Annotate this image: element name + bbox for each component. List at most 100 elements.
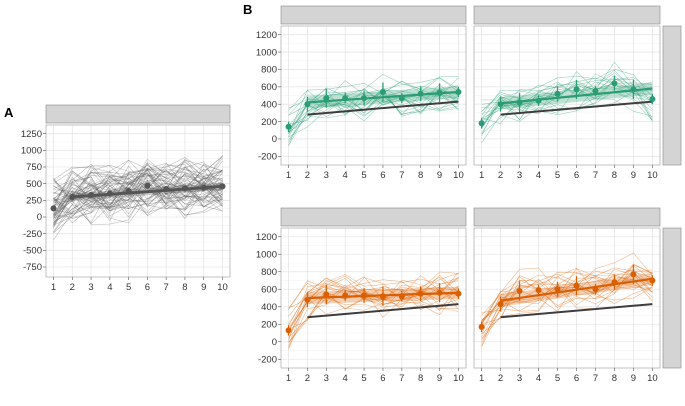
x-tick-label: 2 bbox=[498, 170, 503, 181]
participant-line bbox=[53, 169, 223, 228]
y-tick-label: 600 bbox=[261, 82, 277, 93]
y-tick-label: 600 bbox=[261, 284, 277, 295]
participant-line bbox=[288, 95, 459, 126]
y-tick-label: 1000 bbox=[256, 47, 277, 58]
panel-b-label: B bbox=[243, 2, 252, 17]
mean-point bbox=[50, 205, 57, 212]
mean-point bbox=[436, 289, 443, 296]
participant-line bbox=[481, 82, 653, 134]
participant-line bbox=[53, 161, 223, 209]
mean-point bbox=[516, 99, 523, 106]
mean-point bbox=[649, 95, 656, 102]
y-tick-label: 400 bbox=[261, 302, 277, 313]
participant-line bbox=[481, 84, 653, 123]
participant-line bbox=[481, 273, 653, 322]
x-tick-label: 2 bbox=[305, 170, 310, 181]
mean-point bbox=[497, 101, 504, 108]
chart-panel-B-six-one: 1 2 3 4 5 6 7 8 9 10 bbox=[473, 207, 682, 384]
y-tick-label: -200 bbox=[258, 354, 277, 365]
x-tick-label: 4 bbox=[343, 373, 348, 384]
participant-line bbox=[288, 287, 459, 330]
participant-line bbox=[481, 85, 653, 135]
participant-line bbox=[288, 89, 459, 134]
participant-line bbox=[53, 156, 223, 198]
x-tick-label: 10 bbox=[453, 170, 464, 181]
x-tick-label: 5 bbox=[361, 170, 366, 181]
participant-line bbox=[53, 158, 223, 200]
participant-line bbox=[481, 265, 653, 324]
mean-point bbox=[144, 182, 151, 189]
x-tick-label: 3 bbox=[517, 373, 522, 384]
baseline-line bbox=[307, 100, 459, 116]
participant-line bbox=[288, 91, 459, 125]
mean-point bbox=[535, 287, 542, 294]
participant-line bbox=[53, 165, 223, 203]
chart-panel-B-three-all: -200 0 200 400 600 800 1000 1200 1 2 3 4 5 6 7 8 9 10 bbox=[256, 5, 467, 181]
y-tick-label: 750 bbox=[26, 162, 42, 173]
x-tick-label: 2 bbox=[305, 373, 310, 384]
chart-panel-B-six-all: -200 0 200 400 600 800 1000 1200 1 2 3 4 5 6 7 8 9 10 bbox=[256, 207, 467, 384]
participant-line bbox=[53, 183, 223, 215]
x-tick-label: 9 bbox=[631, 170, 636, 181]
mean-point bbox=[219, 183, 226, 190]
chart-panel-A: -750 -500 -250 0 250 500 750 1000 1250 1 2 3 4 5 6 7 8 9 1… bbox=[21, 104, 231, 293]
mean-point bbox=[361, 292, 368, 299]
participant-line bbox=[481, 269, 653, 335]
y-tick-label: 800 bbox=[261, 65, 277, 76]
participant-line bbox=[288, 73, 459, 116]
facet-strip bbox=[280, 207, 467, 227]
participant-line bbox=[288, 288, 459, 343]
mean-point bbox=[304, 101, 311, 108]
chart-panel-B-three-one: 1 2 3 4 5 6 7 8 9 10 bbox=[473, 5, 682, 181]
participant-line bbox=[288, 275, 459, 326]
participant-line bbox=[53, 164, 223, 203]
mean-point bbox=[125, 188, 132, 194]
plot-border bbox=[45, 124, 231, 278]
y-tick-label: 250 bbox=[26, 196, 42, 207]
x-tick-label: 1 bbox=[286, 170, 291, 181]
participant-line bbox=[481, 286, 653, 340]
participant-line bbox=[53, 168, 223, 220]
x-tick-label: 7 bbox=[399, 373, 404, 384]
x-tick-label: 5 bbox=[361, 373, 366, 384]
y-tick-label: 1250 bbox=[21, 129, 42, 140]
row-strip bbox=[662, 227, 682, 369]
participant-line bbox=[288, 274, 459, 332]
participant-line bbox=[53, 183, 223, 234]
participant-line bbox=[481, 80, 653, 119]
plot-border bbox=[473, 25, 661, 166]
x-tick-label: 8 bbox=[182, 282, 187, 293]
x-tick-label: 8 bbox=[418, 170, 423, 181]
x-tick-label: 1 bbox=[286, 373, 291, 384]
x-tick-label: 9 bbox=[437, 373, 442, 384]
mean-point bbox=[649, 277, 656, 284]
participant-line bbox=[288, 89, 459, 135]
x-tick-label: 1 bbox=[479, 373, 484, 384]
x-tick-label: 3 bbox=[324, 373, 329, 384]
participant-line bbox=[481, 78, 653, 121]
y-tick-label: -750 bbox=[23, 262, 42, 273]
participant-line bbox=[53, 168, 223, 224]
y-tick-label: 200 bbox=[261, 117, 277, 128]
participant-line bbox=[481, 70, 653, 112]
y-tick-label: 800 bbox=[261, 267, 277, 278]
participant-line bbox=[53, 172, 223, 217]
x-tick-label: 5 bbox=[126, 282, 131, 293]
participant-line bbox=[481, 77, 653, 112]
participant-line bbox=[53, 177, 223, 214]
x-tick-label: 6 bbox=[380, 373, 385, 384]
participant-line bbox=[53, 163, 223, 194]
mean-point bbox=[611, 279, 618, 286]
participant-line bbox=[481, 71, 653, 108]
participant-line bbox=[53, 155, 223, 205]
plot-border bbox=[280, 25, 467, 166]
participant-line bbox=[53, 172, 223, 225]
participant-line bbox=[481, 68, 653, 129]
participant-line bbox=[53, 155, 223, 208]
participant-line bbox=[53, 166, 223, 204]
mean-point bbox=[342, 95, 349, 102]
participant-line bbox=[53, 182, 223, 218]
participant-line bbox=[288, 77, 459, 135]
y-tick-label: 1000 bbox=[256, 249, 277, 260]
